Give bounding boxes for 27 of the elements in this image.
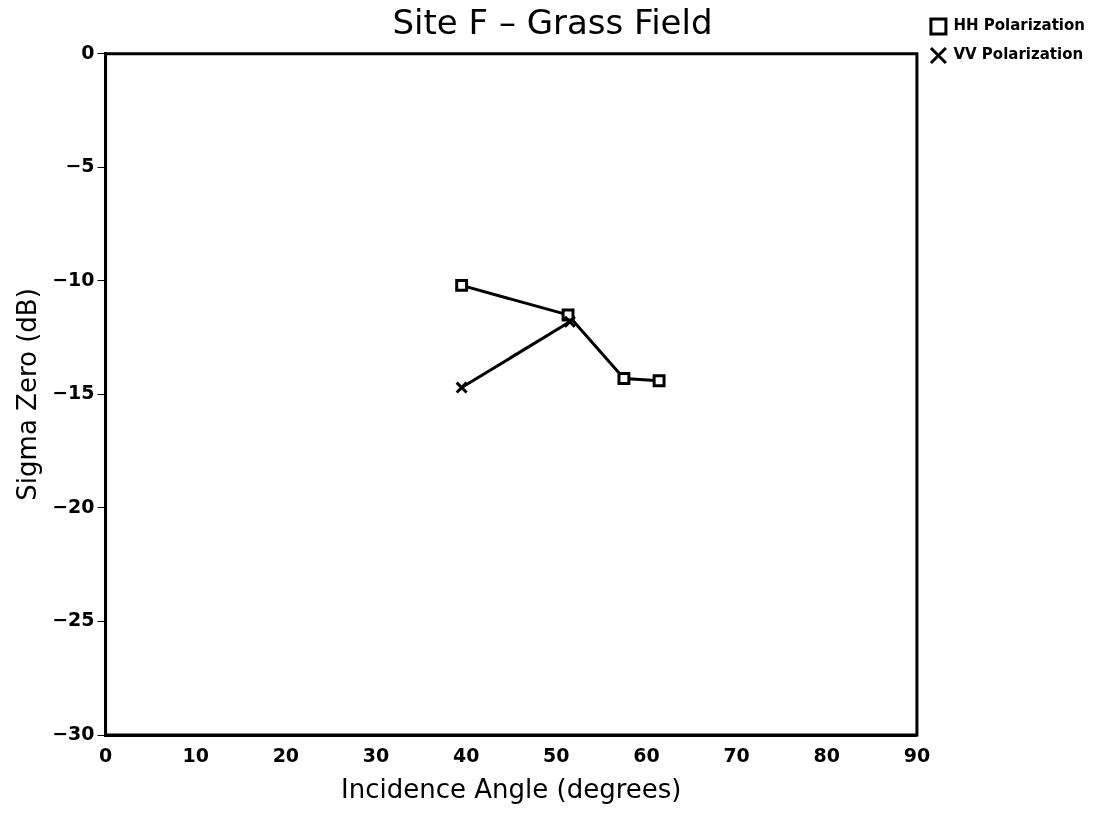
y-tick-label: −10: [52, 267, 95, 290]
y-tick-label: −25: [52, 608, 95, 631]
point: [455, 278, 469, 292]
x-tick-label: 10: [182, 744, 209, 767]
y-tick-label: −15: [52, 381, 95, 404]
legend-label: VV Polarization: [953, 45, 1084, 64]
x-tick-label: 20: [272, 744, 300, 767]
chart-title: Site F – Grass Field: [392, 2, 713, 43]
x-tick-label: 90: [903, 744, 931, 767]
point: [563, 315, 577, 329]
y-axis-title: Sigma Zero (dB): [12, 288, 43, 501]
x-tick-label: 40: [452, 744, 480, 767]
x-axis-title: Incidence Angle (degrees): [341, 774, 682, 805]
x-tick-label: 30: [362, 744, 390, 767]
x-tick-label: 50: [543, 744, 570, 767]
x-tick-label: 0: [98, 744, 113, 767]
x-tick-label: 60: [633, 744, 660, 767]
x-tick-label: 70: [723, 744, 750, 767]
y-tick-label: 0: [81, 40, 95, 63]
point: [652, 374, 666, 388]
y-tick-label: −20: [52, 494, 95, 517]
point: [455, 381, 469, 395]
y-tick-label: −30: [52, 721, 95, 744]
x-tick-label: 80: [813, 744, 840, 767]
point: [617, 372, 631, 385]
y-tick-label: −5: [65, 154, 95, 177]
legend-label: HH Polarization: [953, 16, 1086, 35]
